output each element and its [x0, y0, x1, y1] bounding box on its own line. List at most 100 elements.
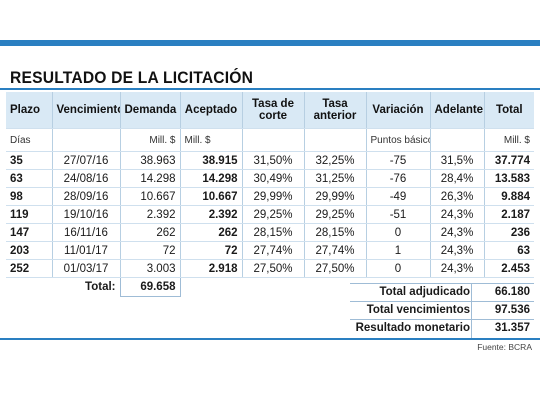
- cell-total: 63: [484, 241, 534, 260]
- summary-label: Total vencimientos: [366, 304, 470, 316]
- cell-adelante: 26,3%: [430, 187, 485, 206]
- cell-variacion: -51: [366, 205, 431, 224]
- cell-tasa-anterior: 27,74%: [304, 241, 367, 260]
- unit-plazo: Días: [6, 128, 53, 152]
- cell-plazo: 63: [6, 169, 53, 188]
- cell-vencimiento: 11/01/17: [52, 241, 121, 260]
- cell-demanda: 10.667: [120, 187, 181, 206]
- licitacion-table: Plazo Vencimiento Demanda Aceptado Tasa …: [6, 92, 534, 297]
- table-row: 147 16/11/16 262 262 28,15% 28,15% 0 24,3% 236: [6, 223, 534, 242]
- cell-adelante: 28,4%: [430, 169, 485, 188]
- summary-label: Resultado monetario: [355, 322, 470, 334]
- unit-adelante: [430, 128, 485, 152]
- cell-adelante: 24,3%: [430, 205, 485, 224]
- cell-tasa-anterior: 32,25%: [304, 151, 367, 170]
- cell-total: 13.583: [484, 169, 534, 188]
- source-note: Fuente: BCRA: [477, 342, 532, 352]
- total-label-text: Total:: [85, 281, 116, 294]
- summary-total-adjudicado: Total adjudicado 66.180: [350, 283, 534, 302]
- cell-demanda: 14.298: [120, 169, 181, 188]
- cell-total: 9.884: [484, 187, 534, 206]
- summary-value: 66.180: [494, 286, 530, 298]
- cell-total: 2.187: [484, 205, 534, 224]
- header-aceptado: Aceptado: [180, 92, 243, 129]
- header-tasa-corte-text: Tasa de corte: [252, 98, 294, 122]
- cell-tasa-anterior: 28,15%: [304, 223, 367, 242]
- title-divider: [0, 88, 540, 90]
- unit-demanda: Mill. $: [120, 128, 181, 152]
- cell-variacion: -49: [366, 187, 431, 206]
- cell-demanda: 2.392: [120, 205, 181, 224]
- unit-variacion: Puntos básicos: [366, 128, 431, 152]
- units-row: Días Mill. $ Mill. $ Puntos básicos Mill…: [6, 128, 534, 152]
- cell-vencimiento: 16/11/16: [52, 223, 121, 242]
- summary-total-vencimientos: Total vencimientos 97.536: [350, 301, 534, 320]
- summary-value: 31.357: [494, 322, 530, 334]
- table-row: 119 19/10/16 2.392 2.392 29,25% 29,25% -51 24,3…: [6, 205, 534, 224]
- bottom-accent-bar: [0, 338, 540, 340]
- cell-vencimiento: 27/07/16: [52, 151, 121, 170]
- header-row: Plazo Vencimiento Demanda Aceptado Tasa …: [6, 92, 534, 129]
- cell-adelante: 24,3%: [430, 223, 485, 242]
- cell-total: 2.453: [484, 259, 534, 278]
- cell-tasa-anterior: 29,25%: [304, 205, 367, 224]
- cell-demanda: 262: [120, 223, 181, 242]
- header-demanda: Demanda: [120, 92, 181, 129]
- cell-vencimiento: 19/10/16: [52, 205, 121, 224]
- cell-total: 236: [484, 223, 534, 242]
- cell-aceptado: 10.667: [180, 187, 243, 206]
- cell-tasa-corte: 27,50%: [242, 259, 305, 278]
- cell-plazo: 119: [6, 205, 53, 224]
- table-row: 252 01/03/17 3.003 2.918 27,50% 27,50% 0 24,3% 2…: [6, 259, 534, 278]
- unit-vencimiento: [52, 128, 121, 152]
- cell-adelante: 31,5%: [430, 151, 485, 170]
- cell-variacion: 0: [366, 259, 431, 278]
- summary-value: 97.536: [494, 304, 530, 316]
- header-tasa-anterior: Tasa anterior: [304, 92, 367, 129]
- cell-adelante: 24,3%: [430, 241, 485, 260]
- table-row: 63 24/08/16 14.298 14.298 30,49% 31,25% -76 28,…: [6, 169, 534, 188]
- cell-tasa-corte: 30,49%: [242, 169, 305, 188]
- unit-total: Mill. $: [484, 128, 534, 152]
- summary-separator: [471, 302, 472, 320]
- cell-aceptado: 72: [180, 241, 243, 260]
- summary-label: Total adjudicado: [379, 286, 470, 298]
- summary-separator: [471, 320, 472, 338]
- table-row: 35 27/07/16 38.963 38.915 31,50% 32,25% -75 31,…: [6, 151, 534, 170]
- cell-plazo: 98: [6, 187, 53, 206]
- cell-tasa-anterior: 27,50%: [304, 259, 367, 278]
- cell-adelante: 24,3%: [430, 259, 485, 278]
- cell-total: 37.774: [484, 151, 534, 170]
- header-plazo: Plazo: [6, 92, 53, 129]
- top-accent-bar: [0, 40, 540, 46]
- page-title: RESULTADO DE LA LICITACIÓN: [10, 68, 254, 87]
- cell-aceptado: 262: [180, 223, 243, 242]
- summary-resultado-monetario: Resultado monetario 31.357: [350, 319, 534, 339]
- cell-plazo: 147: [6, 223, 53, 242]
- header-variacion: Variación: [366, 92, 431, 129]
- cell-tasa-anterior: 29,99%: [304, 187, 367, 206]
- cell-tasa-corte: 28,15%: [242, 223, 305, 242]
- cell-demanda: 72: [120, 241, 181, 260]
- total-row: Total: 69.658: [6, 277, 534, 297]
- cell-plazo: 35: [6, 151, 53, 170]
- header-tasa-anterior-text: Tasa anterior: [313, 98, 357, 122]
- cell-aceptado: 38.915: [180, 151, 243, 170]
- summary-separator: [471, 284, 472, 302]
- cell-vencimiento: 24/08/16: [52, 169, 121, 188]
- cell-aceptado: 14.298: [180, 169, 243, 188]
- cell-variacion: -75: [366, 151, 431, 170]
- cell-aceptado: 2.392: [180, 205, 243, 224]
- table-row: 203 11/01/17 72 72 27,74% 27,74% 1 24,3% 63: [6, 241, 534, 260]
- total-demanda-value: 69.658: [119, 277, 181, 297]
- table-row: 98 28/09/16 10.667 10.667 29,99% 29,99% -49 26,…: [6, 187, 534, 206]
- cell-tasa-corte: 27,74%: [242, 241, 305, 260]
- cell-tasa-corte: 31,50%: [242, 151, 305, 170]
- cell-aceptado: 2.918: [180, 259, 243, 278]
- cell-plazo: 203: [6, 241, 53, 260]
- cell-variacion: 1: [366, 241, 431, 260]
- cell-tasa-anterior: 31,25%: [304, 169, 367, 188]
- header-tasa-corte: Tasa de corte: [242, 92, 305, 129]
- header-total: Total: [484, 92, 534, 129]
- cell-tasa-corte: 29,99%: [242, 187, 305, 206]
